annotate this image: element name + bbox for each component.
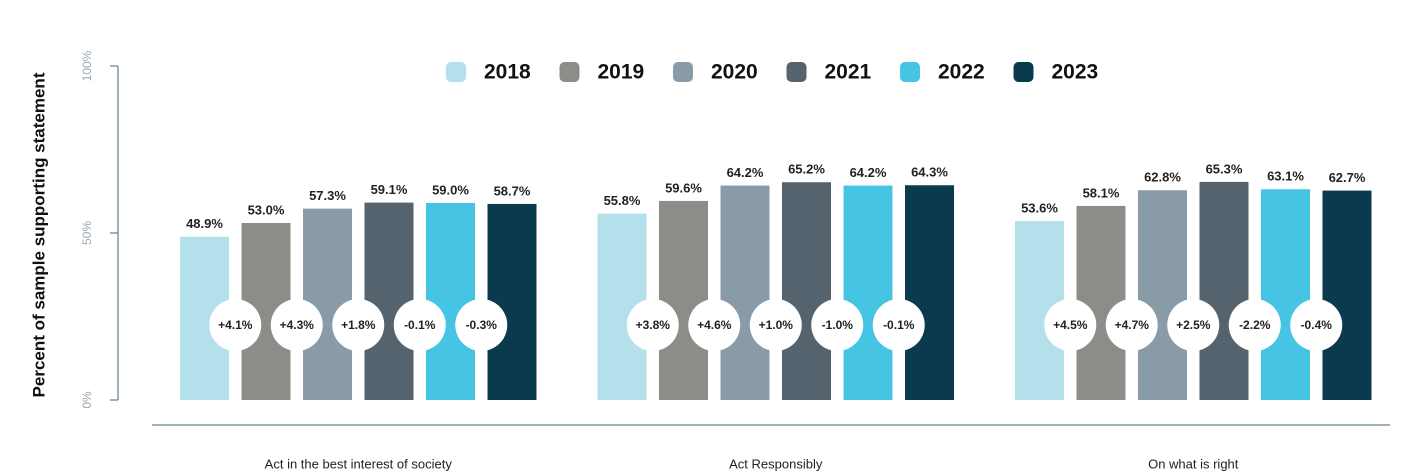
x-tick-label: Act in the best interest of society bbox=[265, 456, 453, 471]
change-label: -0.1% bbox=[404, 318, 436, 332]
bar bbox=[843, 185, 893, 400]
legend-marker bbox=[673, 62, 693, 82]
change-label: +4.6% bbox=[697, 318, 732, 332]
legend-marker bbox=[1013, 62, 1034, 82]
legend-label: 2020 bbox=[711, 61, 758, 84]
value-label: 64.3% bbox=[911, 165, 948, 180]
change-label: +3.8% bbox=[636, 318, 671, 332]
change-badge bbox=[811, 299, 864, 351]
legend-label: 2021 bbox=[825, 61, 872, 84]
legend-marker bbox=[446, 62, 466, 82]
x-tick-label: Act Responsibly bbox=[729, 456, 823, 471]
value-label: 58.7% bbox=[494, 183, 531, 198]
value-label: 59.6% bbox=[665, 180, 702, 195]
value-label: 62.7% bbox=[1329, 170, 1366, 185]
change-badge bbox=[209, 299, 262, 351]
legend-label: 2023 bbox=[1052, 61, 1099, 84]
value-label: 58.1% bbox=[1083, 185, 1120, 200]
change-label: -2.2% bbox=[1239, 318, 1271, 332]
value-label: 55.8% bbox=[604, 193, 641, 208]
bar bbox=[1199, 181, 1249, 400]
change-badge bbox=[1044, 299, 1097, 351]
change-badge bbox=[393, 299, 446, 351]
bar bbox=[426, 202, 475, 400]
value-label: 53.0% bbox=[248, 202, 285, 217]
legend-marker bbox=[786, 62, 807, 82]
legend-label: 2019 bbox=[598, 61, 645, 84]
legend-marker bbox=[559, 62, 580, 82]
bar bbox=[782, 182, 831, 400]
change-badge bbox=[1228, 299, 1281, 351]
change-label: +2.5% bbox=[1176, 318, 1211, 332]
legend-marker bbox=[900, 62, 920, 82]
y-axis-label: Percent of sample supporting statement bbox=[29, 72, 48, 397]
change-badge bbox=[332, 299, 385, 351]
change-label: -1.0% bbox=[822, 318, 854, 332]
value-label: 53.6% bbox=[1021, 200, 1058, 215]
value-label: 65.3% bbox=[1206, 161, 1243, 176]
bar bbox=[720, 185, 770, 400]
value-label: 59.1% bbox=[371, 182, 408, 197]
change-badge bbox=[455, 299, 508, 351]
y-tick-label: 100% bbox=[80, 50, 94, 81]
bar bbox=[1138, 190, 1187, 400]
change-label: -0.3% bbox=[466, 318, 498, 332]
legend-label: 2022 bbox=[938, 61, 985, 84]
x-tick-label: On what is right bbox=[1148, 456, 1239, 471]
change-badge bbox=[1290, 299, 1343, 351]
change-badge bbox=[270, 299, 323, 351]
bar bbox=[487, 203, 537, 400]
bar bbox=[1322, 190, 1372, 400]
value-label: 59.0% bbox=[432, 182, 469, 197]
bar bbox=[364, 202, 414, 400]
change-badge bbox=[1167, 299, 1220, 351]
y-tick-label: 0% bbox=[80, 391, 94, 409]
value-label: 65.2% bbox=[788, 162, 825, 177]
change-badge bbox=[749, 299, 802, 351]
value-label: 57.3% bbox=[309, 188, 346, 203]
change-label: +4.7% bbox=[1115, 318, 1150, 332]
change-label: -0.1% bbox=[883, 318, 915, 332]
legend-label: 2018 bbox=[484, 61, 531, 84]
change-label: +1.0% bbox=[759, 318, 794, 332]
value-label: 48.9% bbox=[186, 216, 223, 231]
value-label: 64.2% bbox=[727, 165, 764, 180]
change-badge bbox=[626, 299, 679, 351]
change-badge bbox=[688, 299, 741, 351]
bar bbox=[1076, 205, 1126, 400]
change-label: +4.1% bbox=[218, 318, 253, 332]
change-label: +1.8% bbox=[341, 318, 376, 332]
change-label: +4.3% bbox=[280, 318, 315, 332]
value-label: 63.1% bbox=[1267, 169, 1304, 184]
change-badge bbox=[1105, 299, 1158, 351]
value-label: 62.8% bbox=[1144, 170, 1181, 185]
bar bbox=[659, 200, 708, 400]
change-label: +4.5% bbox=[1053, 318, 1088, 332]
bar bbox=[905, 185, 954, 400]
change-badge bbox=[872, 299, 925, 351]
bar bbox=[1261, 189, 1310, 400]
y-tick-label: 50% bbox=[80, 221, 94, 245]
value-label: 64.2% bbox=[850, 165, 887, 180]
change-label: -0.4% bbox=[1301, 318, 1333, 332]
